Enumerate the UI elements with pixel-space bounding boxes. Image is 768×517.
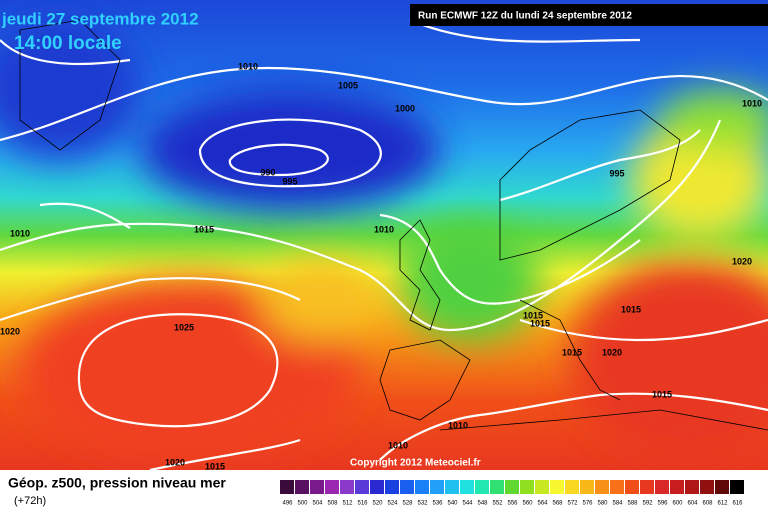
isobar-label: 1025 [174,322,194,332]
isobar-label: 1015 [562,347,582,357]
date: jeudi 27 septembre 2012 [1,9,199,28]
coastlines [19,19,768,431]
scale-label: 572 [567,501,578,507]
isobar-label: 1020 [602,347,622,357]
scale-swatch [730,480,744,494]
legend-subtitle: (+72h) [14,495,46,507]
time: 14:00 locale [14,33,122,54]
scale-label: 604 [687,501,698,507]
scale-swatch [355,480,369,494]
scale-swatch [595,480,609,494]
scale-swatch [520,480,534,494]
isobar-label: 1010 [388,440,408,450]
scale-label: 552 [492,501,503,507]
scale-label: 528 [402,501,413,507]
scale-swatch [340,480,354,494]
isobar-label: 990 [260,167,275,177]
scale-label: 500 [297,501,308,507]
isobar-label: 1000 [395,103,415,113]
scale-label: 520 [372,501,383,507]
color-scale: 496 500 504 508 512 516 520 524 528 532 536 540 544 5… [280,480,744,507]
scale-label: 496 [282,501,293,507]
copyright: Copyright 2012 Meteociel.fr [350,458,481,469]
scale-swatch [325,480,339,494]
scale-swatch [670,480,684,494]
scale-label: 560 [522,501,533,507]
isobar-label: 1020 [165,457,185,467]
isobar-label: 1005 [338,80,358,90]
scale-swatch [460,480,474,494]
isobar-label: 1010 [10,228,30,238]
isobar-label: 1010 [374,224,394,234]
scale-label: 576 [582,501,593,507]
isobar-label: 1015 [205,461,225,471]
isobar-label: 1010 [742,98,762,108]
scale-swatch [490,480,504,494]
scale-label: 608 [702,501,713,507]
scale-label: 508 [327,501,338,507]
scale-swatch [445,480,459,494]
scale-label: 568 [552,501,563,507]
scale-label: 592 [642,501,653,507]
scale-swatch [415,480,429,494]
isobar-label: 1020 [0,326,20,336]
isobar-labels: 1010 1005 1000 990 995 995 1010 1010 1015 1010 102… [0,61,762,471]
scale-label: 544 [462,501,473,507]
scale-swatch [370,480,384,494]
isobars [0,18,768,472]
isobar-label: 995 [609,168,624,178]
scale-swatch [610,480,624,494]
legend-title: Géop. z500, pression niveau mer [8,475,226,491]
scale-label: 580 [597,501,608,507]
scale-label: 556 [507,501,518,507]
isobar-label: 1015 [523,310,543,320]
scale-label: 584 [612,501,623,507]
scale-swatch [505,480,519,494]
isobar-label: 1015 [621,304,641,314]
isobar-label: 1010 [238,61,258,71]
run-box [410,4,768,26]
run: Run ECMWF 12Z du lundi 24 septembre 2012 [418,11,632,22]
scale-label: 596 [657,501,668,507]
scale-label: 536 [432,501,443,507]
scale-swatch [700,480,714,494]
scale-swatch [580,480,594,494]
scale-label: 612 [717,501,728,507]
isobar-label: 1015 [652,389,672,399]
field [0,0,768,470]
scale-swatch [550,480,564,494]
isobar-label: 1015 [194,224,214,234]
scale-label: 504 [312,501,323,507]
isobar-label: 1010 [448,420,468,430]
scale-label: 532 [417,501,428,507]
scale-swatch [430,480,444,494]
scale-swatch [565,480,579,494]
scale-swatch [385,480,399,494]
scale-swatch [280,480,294,494]
scale-swatch [475,480,489,494]
scale-label: 512 [342,501,353,507]
scale-label: 548 [477,501,488,507]
scale-label: 524 [387,501,398,507]
scale-label: 600 [672,501,683,507]
scale-swatch [640,480,654,494]
scale-swatch [655,480,669,494]
isobar-label: 1020 [732,256,752,266]
isobar-label: 1015 [530,318,550,328]
scale-swatch [535,480,549,494]
scale-label: 564 [537,501,548,507]
isobar-label: 995 [282,176,297,186]
scale-swatch [400,480,414,494]
scale-label: 616 [732,501,743,507]
scale-swatch [625,480,639,494]
scale-label: 540 [447,501,458,507]
scale-swatch [685,480,699,494]
scale-swatch [715,480,729,494]
scale-label: 588 [627,501,638,507]
scale-swatch [295,480,309,494]
scale-swatch [310,480,324,494]
scale-label: 516 [357,501,368,507]
